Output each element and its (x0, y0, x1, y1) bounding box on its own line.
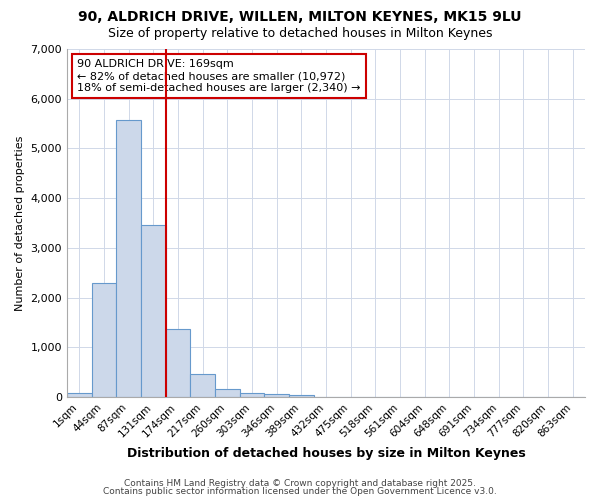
Bar (239, 393, 265, 397)
Bar (265, 394, 289, 397)
Text: Contains HM Land Registry data © Crown copyright and database right 2025.: Contains HM Land Registry data © Crown c… (124, 478, 476, 488)
Bar (190, 374, 215, 397)
Y-axis label: Number of detached properties: Number of detached properties (15, 136, 25, 310)
Bar (141, 226, 166, 397)
Bar (215, 388, 239, 397)
Text: 90, ALDRICH DRIVE, WILLEN, MILTON KEYNES, MK15 9LU: 90, ALDRICH DRIVE, WILLEN, MILTON KEYNES… (78, 10, 522, 24)
Bar (67, 393, 92, 397)
Bar (92, 282, 116, 397)
Text: Size of property relative to detached houses in Milton Keynes: Size of property relative to detached ho… (108, 28, 492, 40)
Bar (166, 329, 190, 397)
Bar (289, 396, 314, 397)
Text: 90 ALDRICH DRIVE: 169sqm
← 82% of detached houses are smaller (10,972)
18% of se: 90 ALDRICH DRIVE: 169sqm ← 82% of detach… (77, 60, 361, 92)
Bar (116, 120, 141, 397)
Text: Contains public sector information licensed under the Open Government Licence v3: Contains public sector information licen… (103, 487, 497, 496)
X-axis label: Distribution of detached houses by size in Milton Keynes: Distribution of detached houses by size … (127, 447, 526, 460)
